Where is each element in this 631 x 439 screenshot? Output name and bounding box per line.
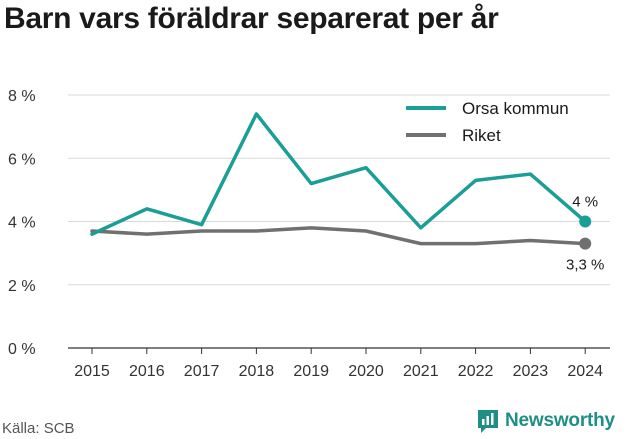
end-point-orsa xyxy=(579,215,592,228)
series-lines: 3,3 % 4 % xyxy=(90,112,604,274)
y-tick-label: 8 % xyxy=(8,88,36,105)
x-tick-label: 2021 xyxy=(403,363,439,380)
legend: Orsa kommun Riket xyxy=(406,99,569,145)
y-axis-ticks: 0 % 2 % 4 % 6 % 8 % xyxy=(8,88,36,358)
y-tick-label: 6 % xyxy=(8,151,36,168)
x-tick-label: 2018 xyxy=(239,363,275,380)
y-tick-label: 4 % xyxy=(8,215,36,232)
x-tick-label: 2019 xyxy=(293,363,329,380)
x-tick-label: 2017 xyxy=(184,363,220,380)
end-label-orsa: 4 % xyxy=(572,194,598,211)
x-tick-label: 2020 xyxy=(348,363,384,380)
end-point-riket xyxy=(579,237,592,250)
x-tick-label: 2024 xyxy=(567,363,603,380)
legend-label-riket: Riket xyxy=(462,126,501,145)
newsworthy-logo-icon xyxy=(478,410,498,433)
source-note: Källa: SCB xyxy=(2,420,75,437)
series-line-orsa xyxy=(90,112,587,236)
brand-logo: Newsworthy xyxy=(476,408,615,434)
legend-label-orsa: Orsa kommun xyxy=(462,99,569,118)
gridlines xyxy=(68,94,610,349)
x-tick-label: 2016 xyxy=(129,363,165,380)
y-tick-label: 2 % xyxy=(8,278,36,295)
chart-title: Barn vars föräldrar separerat per år xyxy=(4,2,499,35)
x-axis-ticks: 2015 2016 2017 2018 2019 2020 2021 2022 2023 2024 xyxy=(74,348,603,380)
x-tick-label: 2022 xyxy=(458,363,494,380)
x-tick-label: 2023 xyxy=(513,363,549,380)
series-line-riket xyxy=(90,226,587,246)
brand-name: Newsworthy xyxy=(505,410,615,431)
end-label-riket: 3,3 % xyxy=(566,257,604,274)
y-tick-label: 0 % xyxy=(8,341,36,358)
x-tick-label: 2015 xyxy=(74,363,110,380)
